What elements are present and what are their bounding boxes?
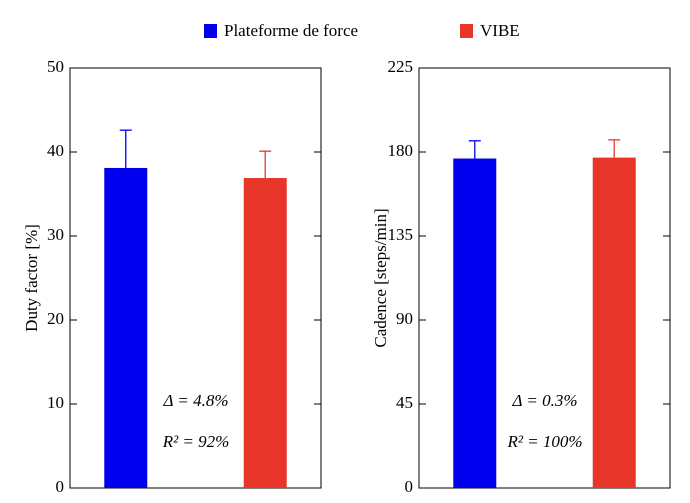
plot-frame <box>69 67 322 489</box>
bar <box>453 158 497 489</box>
y-tick-label: 90 <box>396 309 413 328</box>
y-tick-label: 10 <box>47 393 64 412</box>
plot-frame <box>418 67 671 489</box>
y-tick-label: 20 <box>47 309 64 328</box>
error-bar <box>119 129 132 168</box>
y-tick-label: 0 <box>56 477 65 496</box>
bar <box>104 167 148 488</box>
y-axis-label: Duty factor [%] <box>22 224 41 332</box>
annotation: Δ = 0.3% <box>511 391 577 410</box>
legend-label: Plateforme de force <box>224 21 358 40</box>
y-tick-label: 135 <box>388 225 414 244</box>
bar <box>243 178 287 489</box>
annotation: Δ = 4.8% <box>162 391 228 410</box>
error-bar <box>259 150 272 179</box>
y-tick-label: 50 <box>47 57 64 76</box>
legend-swatch <box>460 24 473 38</box>
y-tick-label: 225 <box>388 57 414 76</box>
legend-label: VIBE <box>480 21 520 40</box>
legend-swatch <box>204 24 217 38</box>
y-tick-label: 0 <box>405 477 414 496</box>
bar <box>592 157 636 488</box>
annotation: R² = 100% <box>506 432 582 451</box>
y-tick-label: 30 <box>47 225 64 244</box>
error-bar <box>468 140 481 159</box>
y-tick-label: 40 <box>47 141 64 160</box>
y-tick-label: 45 <box>396 393 413 412</box>
y-axis-label: Cadence [steps/min] <box>371 208 390 347</box>
error-bar <box>608 139 621 158</box>
annotation: R² = 92% <box>162 432 230 451</box>
y-tick-label: 180 <box>388 141 414 160</box>
